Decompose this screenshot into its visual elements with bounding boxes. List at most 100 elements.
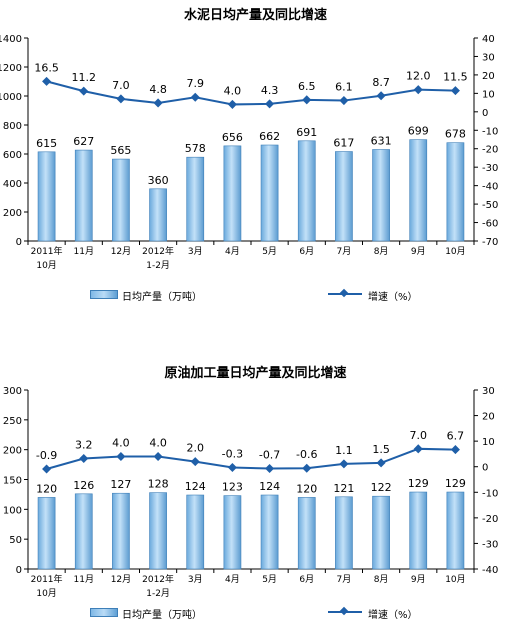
line-data-label: 7.0	[112, 79, 130, 92]
bar-data-label: 691	[296, 126, 317, 139]
bar	[260, 144, 279, 242]
bar-data-label: 615	[36, 137, 57, 150]
line-point	[79, 86, 89, 96]
line-point	[302, 463, 312, 473]
right-tick-label: 30	[482, 52, 495, 63]
line-point	[227, 462, 237, 473]
bar	[223, 495, 242, 570]
right-tick-label: 10	[482, 437, 495, 448]
x-tick-label: 1-2月	[146, 588, 170, 599]
bar-data-label: 129	[408, 477, 429, 490]
crude-oil-chart-svg: 0 50 100 150 200 250 300 -40 -30 -20 -10 0 10 20 30 201…	[3, 386, 498, 599]
bar-data-label: 122	[371, 481, 392, 494]
line-point	[413, 85, 423, 95]
legend-bar-label: 日均产量（万吨）	[122, 610, 202, 621]
x-tick-label: 4月	[225, 574, 240, 585]
bar-data-label: 565	[110, 144, 131, 157]
x-tick-label: 2012年	[142, 245, 174, 257]
right-tick-label: -30	[482, 539, 498, 550]
bar	[409, 491, 428, 570]
legend-line-swatch	[328, 611, 362, 613]
right-tick-label: -10	[482, 126, 498, 137]
x-tick-label: 10月	[36, 260, 56, 271]
line-data-label: 3.2	[75, 439, 93, 452]
right-tick-label: -10	[482, 488, 498, 499]
line-point	[42, 76, 52, 86]
left-tick-label: 250	[3, 416, 22, 427]
chart-title: 原油加工量日均产量及同比增速	[164, 366, 347, 381]
bar-data-label: 124	[185, 480, 206, 493]
crude-oil-chart-panel: 原油加工量日均产量及同比增速 0 50 100 150 200 250 300 -40 -30-…	[0, 312, 511, 625]
cement-chart-panel: 水泥日均产量及同比增速 0200400600800100012001400-70…	[0, 0, 511, 312]
bar-data-label: 699	[408, 125, 429, 138]
right-tick-label: -20	[482, 145, 498, 156]
line-point	[339, 96, 349, 106]
line-point	[339, 459, 349, 469]
bar-data-label: 627	[73, 135, 94, 148]
bar	[74, 149, 93, 242]
line-point	[450, 86, 460, 96]
line-point	[190, 457, 200, 467]
legend-bar-label: 日均产量（万吨）	[122, 292, 202, 303]
bar	[335, 151, 353, 242]
line-data-label: 7.9	[187, 77, 205, 90]
bar	[149, 188, 167, 242]
bar-data-label: 126	[73, 479, 94, 492]
line-data-label: -0.7	[259, 449, 280, 462]
right-tick-label: -40	[482, 182, 498, 193]
left-tick-label: 600	[3, 150, 22, 161]
line-data-label: -0.9	[36, 449, 57, 462]
left-tick-label: 150	[3, 476, 22, 487]
bar	[74, 493, 93, 570]
x-tick-label: 10月	[445, 246, 465, 257]
x-tick-label: 11月	[74, 574, 94, 585]
bar-data-label: 617	[333, 137, 354, 150]
line-point	[265, 99, 275, 109]
growth-line	[46, 80, 456, 106]
line-point	[153, 98, 163, 108]
line-data-label: 11.2	[72, 71, 97, 84]
x-tick-label: 12月	[111, 246, 131, 257]
right-tick-label: 30	[482, 386, 495, 397]
right-tick-label: 10	[482, 89, 495, 100]
x-tick-label: 5月	[262, 574, 277, 585]
bar	[37, 497, 56, 570]
legend-line-swatch	[328, 293, 362, 295]
bar-data-label: 123	[222, 481, 243, 494]
right-tick-label: 0	[482, 108, 488, 119]
left-tick-label: 1200	[0, 63, 22, 74]
left-tick-label: 200	[3, 446, 22, 457]
x-tick-label: 1-2月	[146, 260, 170, 271]
x-tick-label: 2011年	[31, 245, 63, 257]
right-tick-label: -40	[482, 565, 498, 576]
line-point	[153, 451, 163, 462]
bar-data-label: 121	[333, 482, 354, 495]
bar-data-label: 656	[222, 131, 243, 144]
left-tick-label: 200	[3, 208, 22, 219]
line-data-label: 1.5	[372, 443, 390, 456]
left-tick-label: 100	[3, 505, 22, 516]
bar-data-label: 631	[371, 135, 392, 148]
left-tick-label: 50	[9, 535, 22, 546]
bar	[260, 494, 279, 570]
x-tick-label: 8月	[374, 574, 389, 585]
x-tick-label: 7月	[337, 246, 352, 257]
left-tick-label: 1000	[0, 92, 22, 103]
legend-line-label: 增速（%）	[368, 292, 418, 303]
line-data-label: 6.7	[447, 430, 465, 443]
left-tick-label: 1400	[0, 34, 22, 45]
bar	[149, 492, 167, 570]
x-tick-label: 4月	[225, 246, 240, 257]
bar	[112, 158, 130, 242]
line-data-label: 6.1	[335, 81, 353, 94]
bar-data-label: 120	[36, 482, 57, 495]
x-tick-label: 9月	[411, 246, 426, 257]
line-data-label: 7.0	[410, 429, 428, 442]
x-tick-label: 3月	[188, 246, 203, 257]
line-data-label: 8.7	[372, 76, 390, 89]
bar	[372, 149, 390, 242]
right-tick-label: 20	[482, 412, 495, 423]
bar	[297, 497, 316, 570]
line-point	[116, 94, 126, 104]
bar	[446, 491, 465, 570]
